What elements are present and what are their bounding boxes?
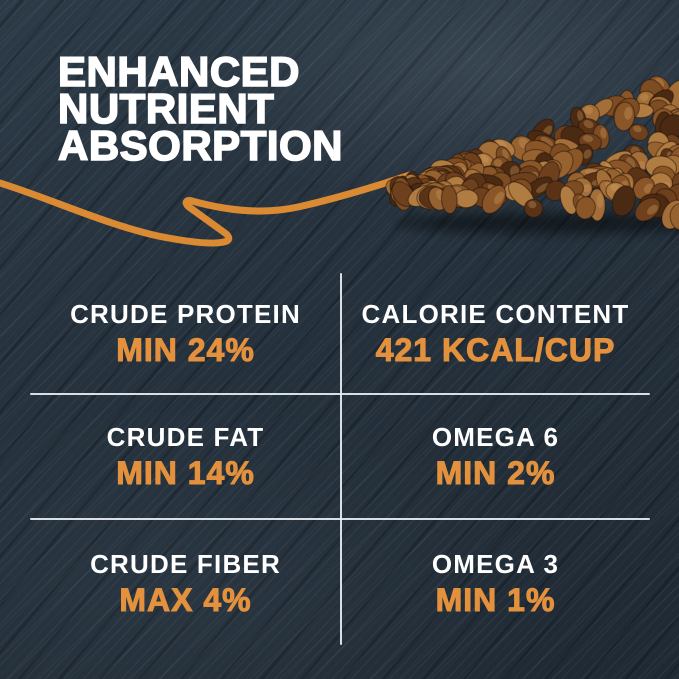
nutrition-grid: CRUDE PROTEIN MIN 24% CALORIE CONTENT 42… xyxy=(30,273,650,648)
nutrition-cell-calorie-content: CALORIE CONTENT 421 KCAL/CUP xyxy=(341,273,650,394)
headline-line-1: ENHANCED xyxy=(57,48,301,95)
grid-divider-horizontal-2 xyxy=(30,518,650,520)
nutrient-value: MIN 24% xyxy=(116,332,255,368)
nutrient-label: CALORIE CONTENT xyxy=(361,299,630,329)
nutrient-label: CRUDE PROTEIN xyxy=(70,299,301,329)
grid-divider-vertical xyxy=(340,273,342,645)
nutrient-value: MAX 4% xyxy=(119,582,252,618)
nutrient-value: 421 KCAL/CUP xyxy=(375,332,616,368)
nutrition-cell-omega-6: OMEGA 6 MIN 2% xyxy=(341,394,650,519)
nutrient-value: MIN 14% xyxy=(116,455,255,491)
headline: ENHANCED NUTRIENT ABSORPTION xyxy=(57,48,344,169)
nutrient-value: MIN 2% xyxy=(435,455,556,491)
kibble-pile-shadow xyxy=(395,213,679,233)
nutrition-cell-crude-protein: CRUDE PROTEIN MIN 24% xyxy=(30,273,341,394)
grid-divider-horizontal-1 xyxy=(30,393,650,395)
nutrient-label: CRUDE FAT xyxy=(106,422,265,452)
nutrient-value: MIN 1% xyxy=(435,582,556,618)
nutrition-cell-crude-fiber: CRUDE FIBER MAX 4% xyxy=(30,519,341,648)
nutrient-label: OMEGA 3 xyxy=(431,549,560,579)
nutrition-cell-crude-fat: CRUDE FAT MIN 14% xyxy=(30,394,341,519)
headline-line-3: ABSORPTION xyxy=(57,122,344,169)
nutrition-cell-omega-3: OMEGA 3 MIN 1% xyxy=(341,519,650,648)
nutrient-label: OMEGA 6 xyxy=(431,422,560,452)
nutrient-label: CRUDE FIBER xyxy=(90,549,281,579)
headline-line-2: NUTRIENT xyxy=(57,85,275,132)
